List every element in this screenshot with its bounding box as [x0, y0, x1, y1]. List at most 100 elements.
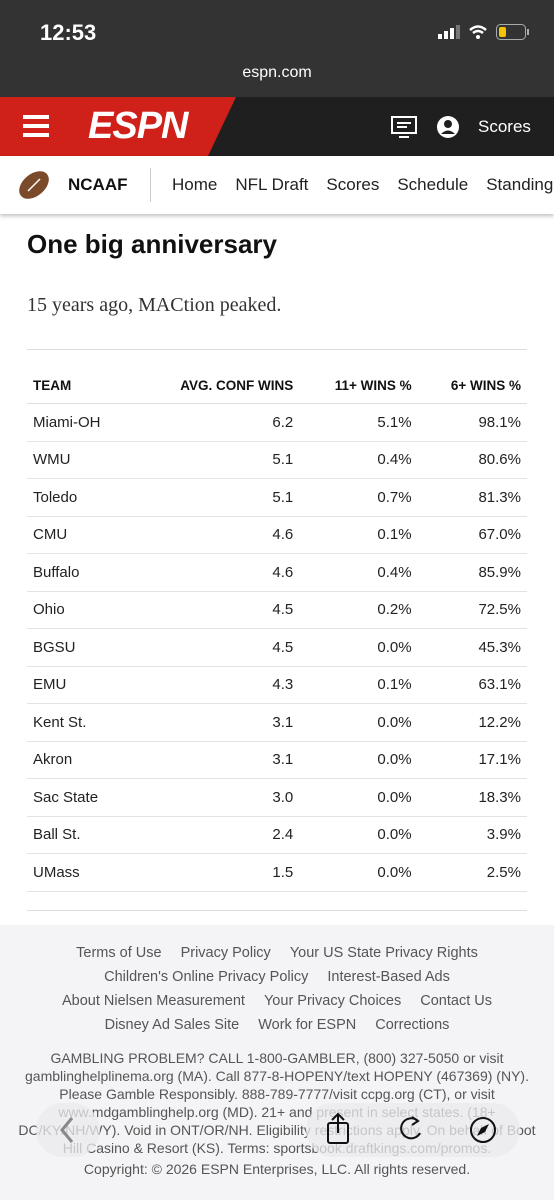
- table-row: CMU 4.6 0.1% 67.0%: [27, 516, 527, 554]
- table-cell: 67.0%: [417, 516, 527, 554]
- table-cell: 0.1%: [299, 666, 418, 704]
- table-cell: Toledo: [27, 478, 133, 517]
- link-row: Children's Online Privacy Policy Interest…: [0, 969, 554, 993]
- table-cell: Akron: [27, 741, 133, 779]
- footer-link[interactable]: Children's Online Privacy Policy: [104, 969, 309, 985]
- footer-link[interactable]: About Nielsen Measurement: [62, 993, 245, 1009]
- scores-link[interactable]: Scores: [478, 117, 531, 136]
- link-row: Terms of Use Privacy Policy Your US State …: [0, 945, 554, 969]
- column-header: 11+ WINS %: [299, 367, 418, 404]
- table-cell: 0.0%: [299, 853, 418, 892]
- system-icons: [438, 24, 530, 40]
- divider: [27, 349, 527, 350]
- table-cell: 4.5: [132, 628, 300, 667]
- back-button[interactable]: [36, 1103, 100, 1157]
- account-icon[interactable]: [436, 115, 460, 139]
- table-cell: BGSU: [27, 628, 133, 667]
- table-cell: Buffalo: [27, 553, 133, 592]
- table-cell: UMass: [27, 853, 133, 892]
- toolbar-icons: [327, 1112, 496, 1144]
- table-cell: 81.3%: [417, 478, 527, 517]
- table-row: Miami-OH 6.2 5.1% 98.1%: [27, 403, 527, 442]
- table-cell: 0.2%: [299, 591, 418, 629]
- table-cell: 4.5: [132, 591, 300, 629]
- league-name[interactable]: NCAAF: [68, 175, 128, 194]
- table-cell: 2.4: [132, 816, 300, 854]
- footer-link[interactable]: Work for ESPN: [258, 1017, 357, 1033]
- footer-link[interactable]: Your Privacy Choices: [263, 993, 402, 1009]
- table-cell: 0.0%: [299, 778, 418, 817]
- address-bar[interactable]: espn.com: [242, 64, 312, 81]
- gambling-notice: GAMBLING PROBLEM? CALL 1-800-GAMBLER, (8…: [18, 1050, 536, 1156]
- tv-icon[interactable]: [391, 116, 417, 138]
- copyright: Copyright: © 2026 ESPN Enterprises, LLC.…: [83, 1161, 471, 1177]
- table-cell: 0.1%: [299, 516, 418, 554]
- footer: Terms of Use Privacy Policy Your US State …: [0, 925, 554, 1200]
- table-cell: 45.3%: [417, 628, 527, 667]
- wifi-icon: [469, 25, 487, 39]
- compass-icon[interactable]: [470, 1117, 496, 1143]
- column-header: TEAM: [27, 367, 133, 404]
- share-icon[interactable]: [327, 1112, 349, 1144]
- table-row: UMass 1.5 0.0% 2.5%: [27, 853, 527, 892]
- nav-item[interactable]: Scores: [326, 175, 380, 194]
- browser-toolbar: [306, 1103, 520, 1157]
- article-title: One big anniversary: [27, 229, 277, 259]
- back-icon: [60, 1117, 74, 1143]
- table-row: EMU 4.3 0.1% 63.1%: [27, 666, 527, 704]
- league-nav: NCAAF Home NFL Draft Scores Schedule Standin…: [0, 156, 554, 214]
- reload-icon[interactable]: [400, 1116, 421, 1140]
- football-icon: [19, 171, 49, 199]
- table-cell: 18.3%: [417, 778, 527, 817]
- footer-link[interactable]: Disney Ad Sales Site: [104, 1017, 240, 1033]
- table-cell: EMU: [27, 666, 133, 704]
- article-subtitle: 15 years ago, MACtion peaked.: [27, 294, 282, 316]
- table-row: BGSU 4.5 0.0% 45.3%: [27, 628, 527, 667]
- footer-link[interactable]: Terms of Use: [76, 945, 162, 961]
- footer-link[interactable]: Interest-Based Ads: [327, 969, 450, 985]
- nav-items: Home NFL Draft Scores Schedule Standings: [172, 175, 554, 195]
- clock: 12:53: [40, 20, 97, 45]
- table-cell: WMU: [27, 441, 133, 479]
- footer-links: Terms of Use Privacy Policy Your US State …: [0, 925, 554, 1041]
- table-cell: 4.3: [132, 666, 300, 704]
- footer-link[interactable]: Your US State Privacy Rights: [289, 945, 478, 961]
- stats-table: TEAM AVG. CONF WINS 11+ WINS % 6+ WINS % Mi…: [27, 367, 527, 892]
- site-header: ESPN Scores: [0, 97, 554, 156]
- table-cell: CMU: [27, 516, 133, 554]
- espn-logo[interactable]: ESPN: [88, 105, 188, 147]
- nav-item[interactable]: Standings: [486, 175, 554, 194]
- nav-item[interactable]: Home: [172, 175, 218, 194]
- table-row: Toledo 5.1 0.7% 81.3%: [27, 478, 527, 517]
- table-cell: 0.0%: [299, 703, 418, 742]
- table-cell: 2.5%: [417, 853, 527, 892]
- footer-link[interactable]: Privacy Policy: [180, 945, 271, 961]
- table-cell: 0.0%: [299, 816, 418, 854]
- link-row: Disney Ad Sales Site Work for ESPN Correct…: [0, 1017, 554, 1041]
- nav-item[interactable]: Schedule: [397, 175, 469, 194]
- column-header: 6+ WINS %: [417, 367, 527, 404]
- link-row: About Nielsen Measurement Your Privacy Ch…: [0, 993, 554, 1017]
- table-cell: 5.1%: [299, 403, 418, 442]
- table-cell: 3.1: [132, 703, 300, 742]
- table-cell: Miami-OH: [27, 403, 133, 442]
- table-cell: 0.0%: [299, 628, 418, 667]
- nav-item[interactable]: NFL Draft: [235, 175, 309, 194]
- nav-divider: [150, 168, 151, 202]
- table-cell: 0.7%: [299, 478, 418, 517]
- table-cell: 5.1: [132, 441, 300, 479]
- footer-link[interactable]: Corrections: [375, 1017, 450, 1033]
- table-cell: 80.6%: [417, 441, 527, 479]
- divider: [27, 910, 527, 911]
- table-cell: Kent St.: [27, 703, 133, 742]
- logo-block: [0, 97, 236, 156]
- table-cell: 63.1%: [417, 666, 527, 704]
- table-cell: 0.0%: [299, 741, 418, 779]
- table-row: Akron 3.1 0.0% 17.1%: [27, 741, 527, 779]
- table-cell: 0.4%: [299, 441, 418, 479]
- table-row: Buffalo 4.6 0.4% 85.9%: [27, 553, 527, 592]
- footer-link[interactable]: Contact Us: [420, 993, 492, 1009]
- table-body: Miami-OH 6.2 5.1% 98.1% WMU 5.1 0.4% 80.6% Toled…: [27, 403, 527, 892]
- table-cell: 85.9%: [417, 553, 527, 592]
